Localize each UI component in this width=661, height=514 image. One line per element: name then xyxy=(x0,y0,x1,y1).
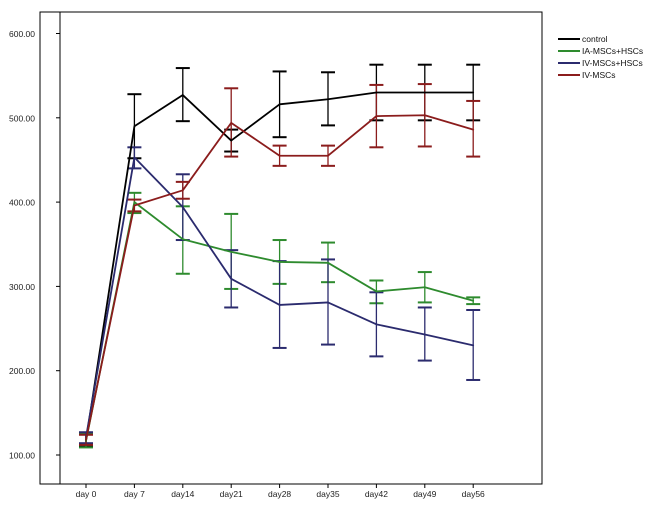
y-tick-label: 100.00 xyxy=(9,451,35,461)
x-tick-label: day 7 xyxy=(124,489,145,499)
data-point-0-2 xyxy=(181,94,184,96)
data-point-3-7 xyxy=(423,114,426,117)
y-tick-label: 600.00 xyxy=(9,29,35,39)
data-point-1-7 xyxy=(423,286,426,289)
legend-label-1: IA-MSCs+HSCs xyxy=(582,46,643,56)
data-point-1-6 xyxy=(375,290,378,293)
x-tick-label: day14 xyxy=(171,489,194,499)
x-tick-label: day35 xyxy=(316,489,339,499)
data-point-2-7 xyxy=(423,333,426,336)
legend-label-3: IV-MSCs xyxy=(582,70,616,80)
data-point-3-0 xyxy=(85,438,87,441)
x-tick-label: day21 xyxy=(220,489,243,499)
x-tick-label: day28 xyxy=(268,489,291,499)
data-point-2-5 xyxy=(327,301,329,304)
x-tick-label: day56 xyxy=(462,489,485,499)
data-point-0-6 xyxy=(375,91,378,94)
legend-label-0: control xyxy=(582,34,608,44)
y-tick-label: 200.00 xyxy=(9,366,35,376)
data-point-1-1 xyxy=(133,201,136,204)
x-tick-label: day49 xyxy=(413,489,436,499)
y-axis-ticks: 100.00 200.00 300.00 400.00 500.00 600.00 xyxy=(9,29,60,461)
data-point-1-4 xyxy=(278,261,281,263)
data-point-2-8 xyxy=(472,344,475,347)
x-axis-ticks: day 0 day 7 day14 day21 day28 day35 day42 day49… xyxy=(76,484,485,499)
data-point-3-6 xyxy=(375,115,378,118)
data-point-1-8 xyxy=(472,299,475,302)
data-point-0-4 xyxy=(278,103,281,106)
data-point-3-5 xyxy=(327,154,329,157)
data-point-1-5 xyxy=(327,261,329,264)
data-point-0-1 xyxy=(133,125,136,128)
data-point-3-8 xyxy=(472,128,475,131)
data-point-1-3 xyxy=(230,250,233,253)
error-bars xyxy=(79,63,481,449)
data-point-2-2 xyxy=(181,206,184,209)
x-tick-label: day42 xyxy=(365,489,388,499)
data-point-3-1 xyxy=(133,204,136,207)
data-point-2-3 xyxy=(230,277,233,280)
data-point-2-4 xyxy=(278,304,281,306)
legend-label-2: IV-MSCs+HSCs xyxy=(582,58,643,68)
data-point-0-7 xyxy=(423,91,426,94)
series-lines xyxy=(85,91,475,442)
y-tick-label: 500.00 xyxy=(9,113,35,123)
data-point-3-3 xyxy=(230,121,233,124)
data-point-1-2 xyxy=(181,238,184,241)
data-point-2-1 xyxy=(133,156,136,159)
y-tick-label: 300.00 xyxy=(9,282,35,292)
x-tick-label: day 0 xyxy=(76,489,97,499)
data-point-0-5 xyxy=(327,98,329,101)
y-tick-label: 400.00 xyxy=(9,198,35,208)
data-point-3-2 xyxy=(181,189,184,192)
data-point-3-4 xyxy=(278,154,281,157)
data-point-2-6 xyxy=(375,323,378,326)
data-point-0-3 xyxy=(230,139,233,142)
legend: control IA-MSCs+HSCs IV-MSCs+HSCs IV-MSCs xyxy=(558,34,643,80)
data-point-0-8 xyxy=(472,91,475,94)
